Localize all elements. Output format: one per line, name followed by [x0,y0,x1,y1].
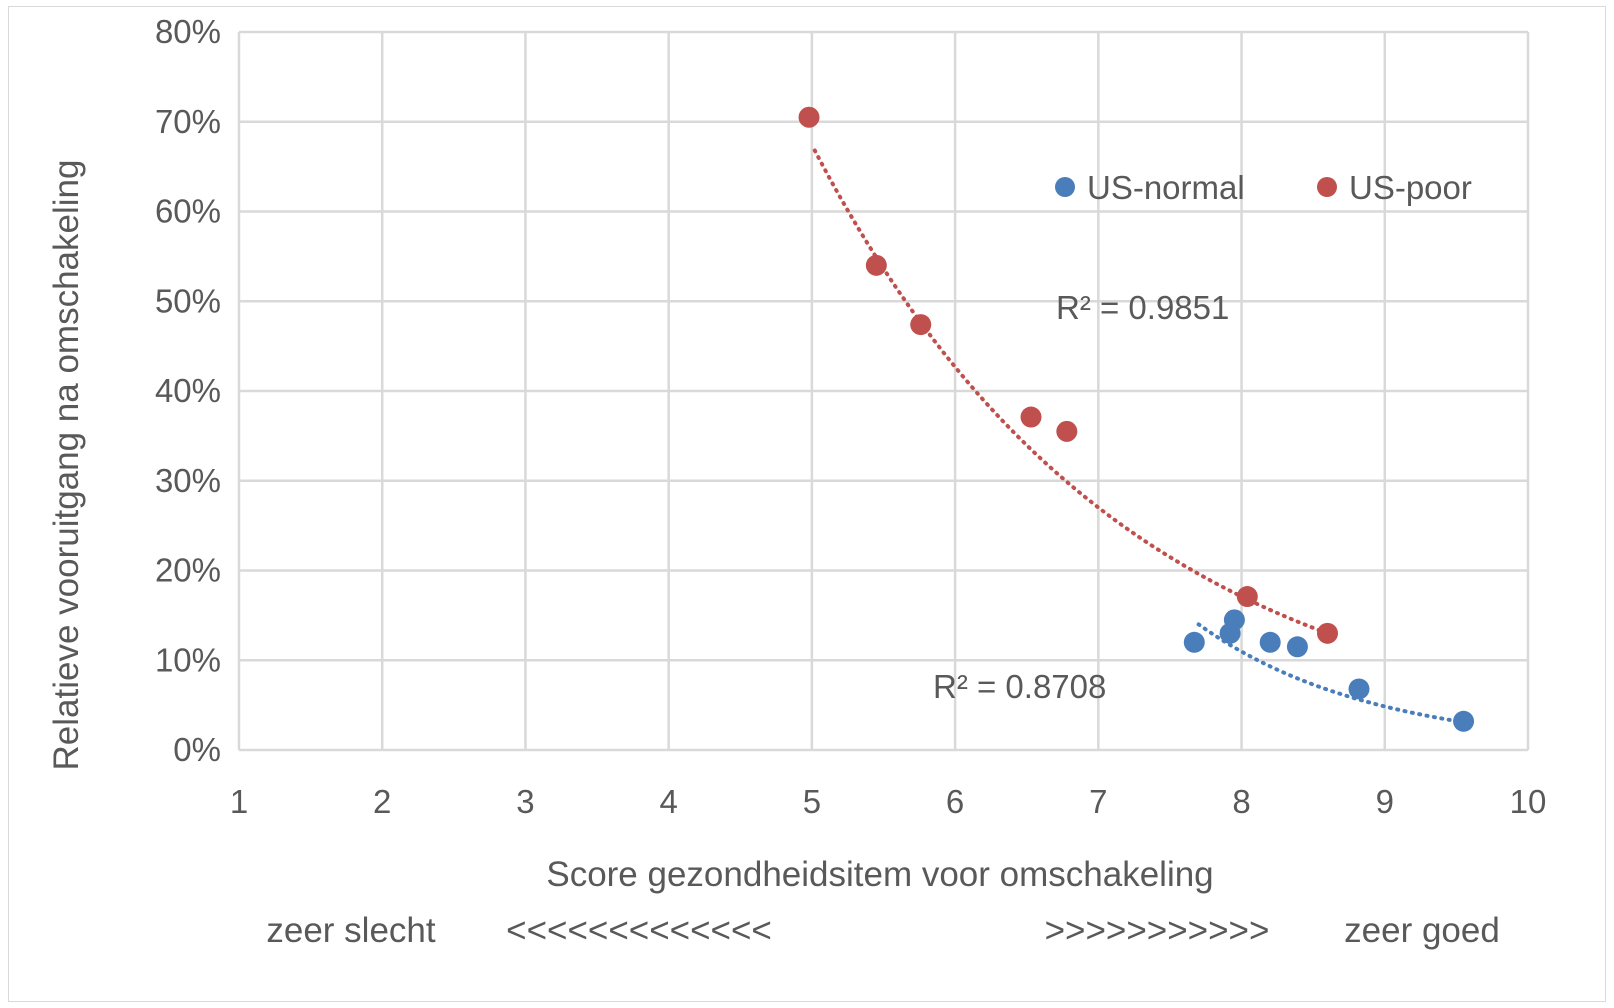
data-point-us-normal [1259,631,1281,653]
y-tick-label: 60% [155,193,221,230]
y-tick-label: 30% [155,462,221,499]
data-point-us-normal [1183,631,1205,653]
x-tick-label: 5 [803,783,821,820]
y-tick-label: 10% [155,641,221,678]
y-tick-label: 50% [155,282,221,319]
r2-label-us-poor: R² = 0.9851 [1056,289,1229,326]
annotation-left-arrows: <<<<<<<<<<<<< [506,911,772,950]
legend: US-normal US-poor [1055,169,1472,206]
y-tick-label: 40% [155,372,221,409]
data-point-us-poor [1316,622,1338,644]
x-tick-label: 1 [230,783,248,820]
x-tick-label: 8 [1232,783,1250,820]
x-tick-label: 2 [373,783,391,820]
gridlines [237,30,1530,752]
x-tick-label: 3 [516,783,534,820]
annotation-right-arrows: >>>>>>>>>>> [1045,911,1270,950]
x-tick-label: 4 [659,783,677,820]
annotation-zeer-slecht: zeer slecht [266,911,436,950]
data-point-us-poor [1056,420,1078,442]
chart-frame [8,6,1606,1002]
data-point-us-poor [865,254,887,276]
data-point-us-poor [1236,586,1258,608]
annotation-zeer-goed: zeer goed [1344,911,1500,950]
trendlines [812,148,1466,725]
data-point-us-normal [1453,710,1475,732]
data-points [798,106,1475,732]
trendline-us-normal [1196,622,1466,725]
y-tick-label: 80% [155,13,221,50]
data-point-us-normal [1286,636,1308,658]
x-tick-label: 6 [946,783,964,820]
labels: Relatieve vooruitgang na omschakeling Sc… [47,160,1500,950]
legend-marker-us-normal [1055,177,1075,197]
x-tick-label: 7 [1089,783,1107,820]
y-tick-label: 20% [155,552,221,589]
legend-label-us-poor: US-poor [1349,169,1472,206]
legend-label-us-normal: US-normal [1087,169,1245,206]
x-axis-label: Score gezondheidsitem voor omschakeling [546,855,1213,894]
data-point-us-normal [1348,678,1370,700]
data-point-us-poor [798,106,820,128]
y-tick-label: 70% [155,103,221,140]
data-point-us-poor [1020,406,1042,428]
x-tick-label: 10 [1510,783,1547,820]
axes: 0% 10% 20% 30% 40% 50% 60% 70% 80% 1 2 3 4 5 6 7 8 9 10 [155,13,1546,820]
data-point-us-normal [1223,609,1245,631]
r2-label-us-normal: R² = 0.8708 [933,668,1106,705]
data-point-us-poor [910,314,932,336]
y-tick-label: 0% [173,731,221,768]
legend-marker-us-poor [1317,177,1337,197]
x-tick-label: 9 [1376,783,1394,820]
y-axis-label: Relatieve vooruitgang na omschakeling [47,160,86,771]
